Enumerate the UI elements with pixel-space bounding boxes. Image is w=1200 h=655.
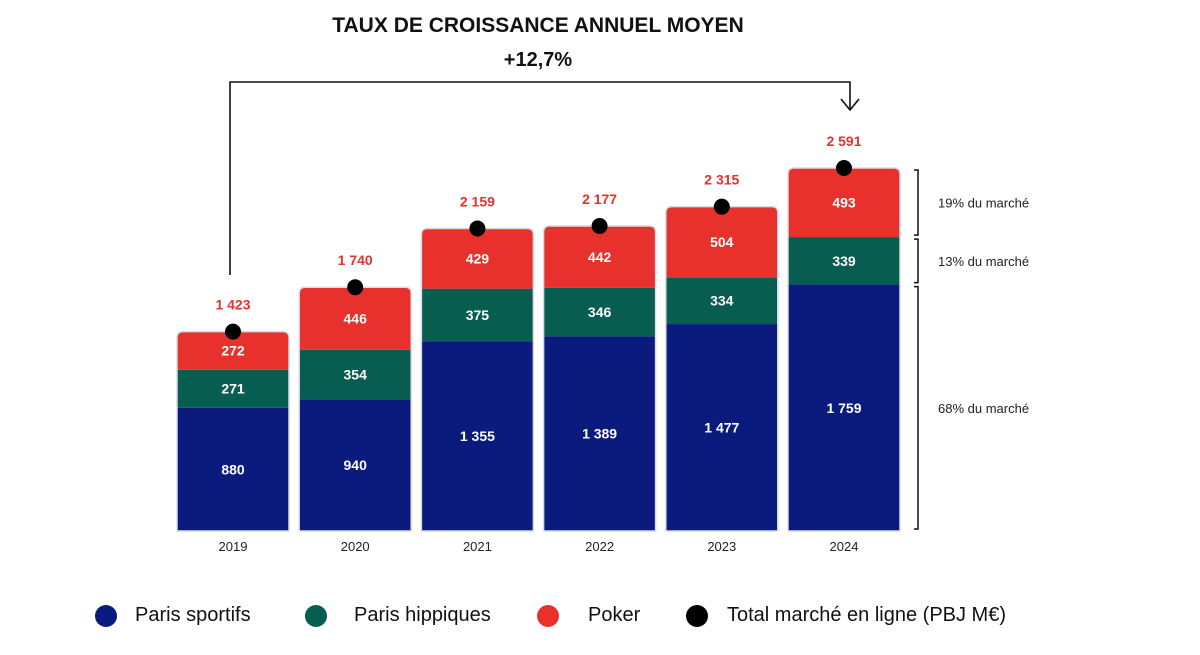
share-label-0: 19% du marché [938, 196, 1029, 211]
x-tick-2022: 2022 [585, 539, 614, 554]
share-label-1: 13% du marché [938, 254, 1029, 269]
bars-layer: 880 271 272 1 423 2019 940 354 446 1 740 2020 1 35… [176, 133, 901, 554]
market-share-brackets: 19% du marché 13% du marché 68% du marché [914, 169, 1029, 530]
total-dot-2020 [347, 279, 364, 296]
bar-segment-paris-hippiques-2023 [665, 277, 778, 325]
bar-outline-2021 [420, 227, 535, 532]
total-label-2024: 2 591 [826, 133, 861, 149]
total-dot-2019 [225, 323, 241, 340]
legend: Paris sportifs Paris hippiques Poker Total … [95, 604, 1006, 627]
value-label-paris-sportifs-2021: 1 355 [460, 428, 495, 444]
bar-segment-paris-sportifs-2019 [177, 407, 289, 531]
bar-segment-paris-sportifs-2021 [421, 341, 534, 531]
total-dot-2022 [591, 218, 608, 235]
value-label-poker-2023: 504 [710, 234, 734, 250]
x-tick-2019: 2019 [219, 539, 248, 554]
bar-segment-paris-hippiques-2022 [543, 287, 656, 337]
total-label-2019: 1 423 [215, 297, 250, 313]
bar-2023 [665, 206, 778, 531]
bar-segment-poker-2022 [543, 226, 656, 288]
total-label-2021: 2 159 [460, 194, 495, 210]
bar-segment-poker-2023 [665, 206, 778, 278]
value-label-paris-hippiques-2023: 334 [710, 293, 734, 309]
value-label-paris-sportifs-2022: 1 389 [582, 426, 617, 442]
value-label-paris-hippiques-2021: 375 [466, 307, 490, 323]
bar-2020 [299, 287, 412, 531]
value-label-poker-2024: 493 [832, 195, 856, 211]
share-bracket-1 [914, 238, 919, 284]
total-label-2020: 1 740 [338, 252, 373, 268]
x-tick-2021: 2021 [463, 539, 492, 554]
bar-outline-2019 [176, 330, 290, 532]
value-label-paris-hippiques-2019: 271 [221, 381, 245, 397]
value-label-paris-hippiques-2020: 354 [344, 367, 368, 383]
cagr-value: +12,7% [504, 49, 573, 71]
chart-title: TAUX DE CROISSANCE ANNUEL MOYEN [332, 14, 743, 37]
legend-marker-0 [95, 605, 117, 627]
legend-label-0: Paris sportifs [135, 604, 251, 626]
value-label-paris-sportifs-2020: 940 [344, 457, 368, 473]
bar-2024 [788, 168, 900, 531]
bar-segment-paris-sportifs-2022 [543, 336, 656, 531]
bar-segment-poker-2021 [421, 228, 534, 289]
bar-segment-paris-hippiques-2020 [299, 349, 412, 400]
bar-segment-paris-sportifs-2024 [788, 284, 900, 531]
legend-marker-3 [686, 605, 708, 627]
bar-2022 [543, 226, 656, 531]
total-label-2022: 2 177 [582, 191, 617, 207]
bar-outline-2024 [787, 167, 901, 532]
value-label-paris-sportifs-2019: 880 [221, 461, 245, 477]
legend-label-3: Total marché en ligne (PBJ M€) [727, 604, 1006, 626]
cagr-arrow-head [840, 98, 860, 112]
value-label-poker-2019: 272 [221, 343, 245, 359]
bar-segment-paris-hippiques-2019 [177, 369, 289, 408]
bar-outline-2023 [665, 205, 779, 532]
value-label-poker-2021: 429 [466, 251, 490, 267]
bar-segment-paris-sportifs-2023 [665, 324, 778, 531]
value-label-poker-2020: 446 [344, 310, 368, 326]
value-label-paris-sportifs-2024: 1 759 [826, 400, 861, 416]
bar-outline-2020 [298, 286, 412, 532]
total-dot-2024 [836, 160, 852, 176]
value-label-paris-hippiques-2022: 346 [588, 304, 612, 320]
share-bracket-2 [914, 285, 919, 530]
total-dot-2023 [713, 198, 730, 215]
total-label-2023: 2 315 [704, 172, 739, 188]
value-label-paris-hippiques-2024: 339 [832, 253, 856, 269]
bar-outline-2022 [542, 225, 657, 532]
bar-segment-paris-hippiques-2021 [421, 288, 534, 342]
bar-segment-paris-sportifs-2020 [299, 399, 412, 531]
bar-2019 [177, 331, 289, 531]
cagr-arrow-line [229, 81, 851, 275]
legend-label-2: Poker [588, 604, 641, 626]
total-dot-2021 [469, 220, 486, 237]
x-tick-2024: 2024 [830, 539, 859, 554]
legend-label-1: Paris hippiques [354, 604, 491, 626]
share-bracket-0 [914, 169, 919, 236]
bar-2021 [421, 228, 534, 531]
x-tick-2023: 2023 [707, 539, 736, 554]
value-label-paris-sportifs-2023: 1 477 [704, 420, 739, 436]
value-label-poker-2022: 442 [588, 249, 612, 265]
legend-marker-2 [537, 605, 559, 627]
legend-marker-1 [305, 605, 327, 627]
bar-segment-paris-hippiques-2024 [788, 237, 900, 285]
bar-segment-poker-2024 [788, 168, 900, 238]
x-tick-2020: 2020 [341, 539, 370, 554]
share-label-2: 68% du marché [938, 401, 1029, 416]
bar-segment-poker-2020 [299, 287, 412, 350]
